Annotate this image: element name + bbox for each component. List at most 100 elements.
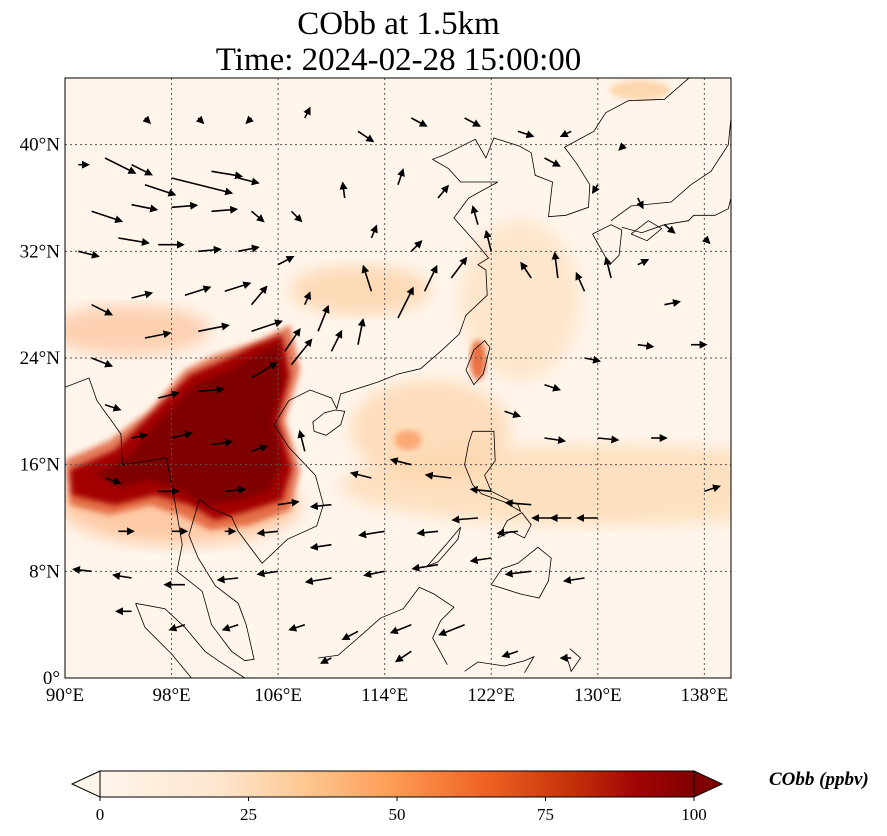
wind-arrow: [575, 271, 586, 292]
lon-tick-label: 130°E: [574, 685, 622, 706]
wind-arrow: [358, 530, 385, 539]
colorbar-tick-label: 75: [537, 805, 554, 824]
wind-arrow: [702, 235, 711, 245]
wind-arrow: [195, 115, 205, 125]
wind-arrow: [618, 142, 627, 151]
colorbar-tick-label: 0: [96, 805, 105, 824]
coastline: [465, 340, 491, 386]
wind-arrow: [450, 256, 468, 279]
wind-arrow: [224, 281, 252, 293]
wind-arrow: [389, 457, 412, 466]
map-background: [65, 78, 731, 678]
wind-arrow: [251, 444, 269, 453]
wind-arrow: [637, 341, 655, 350]
wind-arrow: [591, 184, 600, 195]
wind-arrow: [309, 502, 332, 511]
wind-arrow: [437, 184, 450, 199]
colorbar-extend-low: [70, 770, 101, 798]
wind-arrow: [284, 327, 301, 352]
wind-arrow: [544, 383, 562, 392]
wind-arrow: [469, 485, 492, 494]
wind-arrow: [304, 577, 332, 585]
lon-tick-label: 114°E: [361, 685, 408, 706]
title-line-2: Time: 2024-02-28 15:00:00: [215, 42, 582, 78]
wind-arrow: [211, 438, 234, 447]
wind-arrow: [104, 157, 137, 174]
wind-arrow: [198, 322, 230, 333]
wind-arrow: [496, 528, 518, 537]
lat-tick-label: 24°N: [20, 348, 61, 369]
wind-arrow: [357, 318, 366, 345]
wind-arrow: [470, 205, 479, 225]
wind-arrow: [216, 575, 239, 584]
wind-arrow: [250, 285, 268, 306]
wind-arrow: [256, 528, 279, 537]
colorbar-extend-high: [693, 770, 724, 798]
coastline: [135, 603, 192, 678]
wind-arrow: [330, 329, 343, 352]
wind-arrow: [112, 572, 132, 580]
wind-arrow: [469, 556, 492, 565]
wind-arrow: [424, 471, 452, 480]
wind-arrow: [584, 355, 602, 364]
wind-arrow: [104, 403, 122, 412]
wind-arrow: [664, 299, 681, 307]
lon-tick-label: 122°E: [467, 685, 515, 706]
lat-tick-label: 16°N: [20, 455, 61, 476]
wind-arrow: [411, 563, 439, 572]
wind-arrow: [238, 244, 260, 253]
wind-arrow: [224, 485, 247, 494]
wind-arrow: [131, 203, 159, 213]
map-plot-area: [65, 78, 731, 678]
wind-arrow: [171, 177, 234, 196]
wind-arrow: [544, 436, 567, 445]
lat-tick-label: 32°N: [20, 241, 61, 262]
wind-arrow: [517, 130, 535, 139]
colorbar-tick-label: 100: [681, 805, 707, 824]
lat-tick-label: 40°N: [20, 135, 61, 156]
wind-arrow: [118, 237, 150, 246]
wind-arrow: [251, 362, 278, 379]
wind-arrow: [238, 177, 260, 186]
wind-arrow: [544, 157, 561, 167]
coastline: [621, 197, 731, 234]
wind-arrow: [504, 569, 532, 578]
title-line-1: CObb at 1.5km: [297, 6, 500, 42]
wind-arrow: [144, 183, 177, 197]
wind-arrow: [245, 115, 254, 125]
wind-arrow: [357, 130, 375, 143]
wind-arrow: [361, 264, 373, 292]
colorbar-ticks: 0 25 50 75 100: [96, 797, 707, 824]
coastline: [610, 117, 731, 222]
coastline: [318, 586, 455, 665]
coastline: [135, 602, 246, 678]
coastlines: [65, 78, 731, 678]
coastline: [565, 648, 582, 673]
coastline: [312, 409, 346, 436]
coastline: [464, 430, 522, 513]
wind-arrow: [171, 201, 199, 210]
wind-arrow: [78, 250, 100, 259]
wind-arrow: [171, 430, 194, 439]
wind-arrow: [394, 650, 412, 663]
wind-arrow: [288, 623, 306, 632]
lat-tick-label: 8°N: [29, 561, 60, 582]
wind-arrow: [562, 576, 585, 585]
wind-arrow: [131, 163, 154, 176]
lon-tick-label: 106°E: [254, 685, 302, 706]
colorbar-tick-label: 25: [240, 805, 257, 824]
wind-arrow: [637, 258, 650, 267]
longitude-labels: 90°E 98°E 106°E 114°E 122°E 130°E 138°E: [46, 685, 728, 706]
wind-arrow: [317, 304, 330, 332]
coastline: [630, 220, 663, 242]
wind-arrow: [410, 240, 423, 252]
wind-arrow: [559, 129, 572, 138]
colorbar: 0 25 50 75 100: [70, 770, 724, 824]
wind-arrow: [91, 303, 114, 316]
concentration-field: [65, 80, 731, 545]
wind-arrow: [370, 224, 378, 239]
wind-arrow: [349, 470, 372, 479]
coastline: [65, 78, 690, 662]
wind-arrow: [363, 570, 385, 578]
